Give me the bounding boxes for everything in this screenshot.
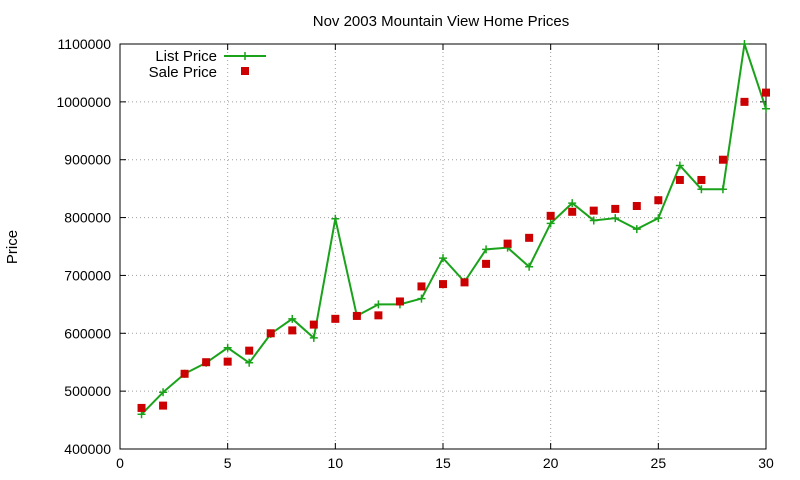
chart-title: Nov 2003 Mountain View Home Prices [313, 13, 570, 30]
y-tick-label: 1000000 [56, 94, 111, 110]
sale-price-point [439, 280, 447, 289]
list-price-point [223, 343, 232, 352]
sale-price-point [245, 346, 254, 355]
x-tick-label: 20 [543, 455, 559, 471]
sale-price-point [331, 314, 340, 323]
sale-price-point [718, 155, 727, 164]
sale-price-point [417, 282, 426, 291]
y-axis-label: Price [4, 230, 21, 264]
list-price-point [439, 254, 447, 263]
list-price-point [245, 358, 254, 367]
sale-price-point [482, 259, 491, 268]
x-tick-label: 10 [328, 455, 344, 471]
list-price-point [288, 314, 297, 323]
sale-price-point [654, 196, 663, 205]
list-price-point [654, 214, 663, 223]
sale-price-point [632, 202, 641, 210]
series-line-list-price [140, 43, 767, 415]
x-tick-label: 5 [224, 455, 232, 471]
sale-price-point [309, 320, 318, 329]
sale-price-point [503, 239, 512, 248]
sale-price-point [675, 175, 684, 184]
y-tick-label: 1100000 [58, 36, 112, 52]
legend-label-sale-price: Sale Price [149, 64, 217, 81]
sale-price-point [223, 357, 232, 366]
x-tick-label: 30 [758, 455, 774, 471]
sale-price-point [180, 369, 189, 378]
list-price-point [417, 294, 426, 303]
list-price-point [675, 161, 684, 170]
sale-price-point [611, 204, 620, 213]
sale-price-point [352, 311, 361, 320]
list-price-point [718, 185, 727, 194]
y-tick-label: 500000 [64, 383, 111, 399]
legend-entry-sale-price: Sale Price [149, 64, 249, 81]
list-price-point [568, 199, 577, 208]
grid [120, 44, 766, 449]
sale-price-point [137, 403, 146, 412]
y-tick-label: 900000 [64, 152, 111, 168]
legend: List Price Sale Price [149, 48, 266, 81]
axis-ticks: 0 5 10 15 20 25 30 400000 500000 600000 700000 8000… [56, 36, 774, 471]
sale-price-point [374, 311, 383, 320]
legend-entry-list-price: List Price [155, 48, 266, 65]
list-price-point [159, 388, 168, 397]
list-price-point [482, 245, 491, 254]
list-price-point [740, 40, 749, 48]
legend-label-list-price: List Price [155, 48, 217, 65]
legend-marker-sale-price [241, 67, 249, 75]
sale-price-point [202, 358, 211, 367]
list-price-point [525, 262, 534, 271]
sale-price-point [266, 329, 275, 338]
y-tick-label: 400000 [64, 441, 111, 457]
list-price-point [374, 300, 383, 309]
list-price-point [632, 225, 641, 234]
sale-price-point [589, 206, 598, 215]
series [137, 40, 770, 419]
list-price-point [546, 219, 555, 228]
y-tick-label: 700000 [64, 267, 111, 283]
list-price-point [697, 185, 706, 194]
sale-price-point [525, 233, 534, 242]
sale-price-point [697, 175, 706, 184]
sale-price-point [762, 88, 770, 97]
list-price-point [611, 214, 620, 223]
y-tick-label: 800000 [64, 210, 111, 226]
sale-price-point [568, 207, 577, 216]
legend-marker-list-price [241, 52, 249, 60]
sale-price-point [460, 278, 469, 287]
sale-price-point [288, 326, 297, 335]
sale-price-point [159, 401, 168, 410]
x-tick-label: 15 [435, 455, 451, 471]
sale-price-point [546, 211, 555, 220]
sale-price-point [395, 297, 404, 306]
list-price-point [331, 214, 340, 223]
sale-price-point [740, 97, 749, 106]
list-price-point [762, 104, 770, 113]
x-tick-label: 25 [651, 455, 667, 471]
y-tick-label: 600000 [64, 325, 111, 341]
list-price-point [309, 333, 318, 342]
x-tick-label: 0 [116, 455, 124, 471]
list-price-point [589, 216, 598, 225]
